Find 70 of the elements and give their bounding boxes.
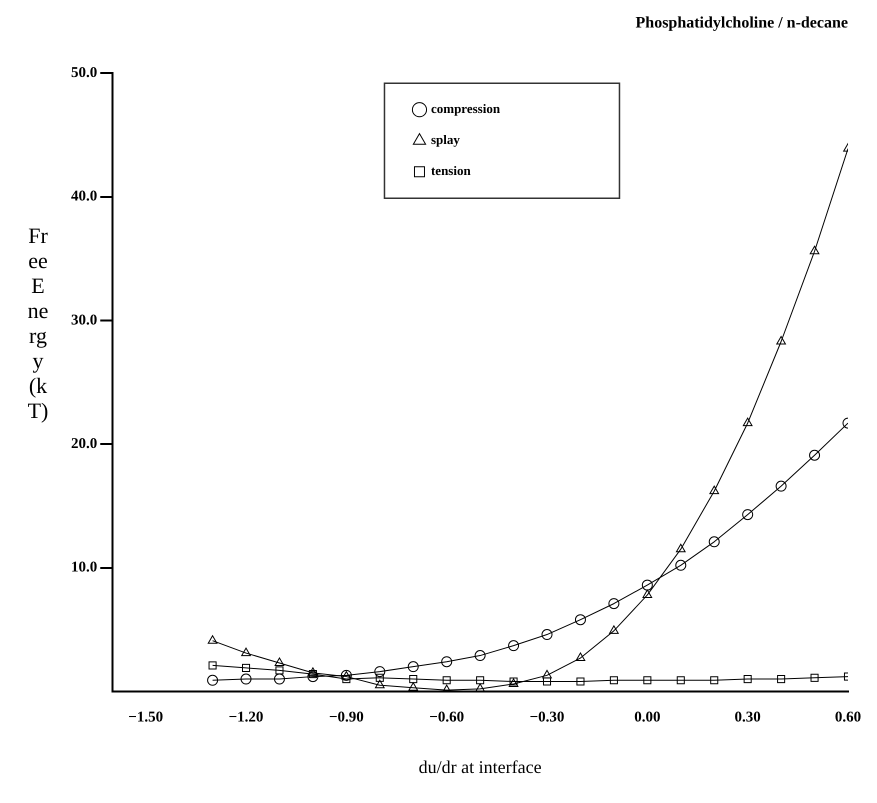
point [708, 536, 720, 548]
y-tick-label: 50.0 [71, 65, 98, 82]
point [308, 667, 318, 676]
point [776, 480, 787, 492]
point [342, 675, 350, 684]
point [409, 675, 418, 684]
point [609, 625, 619, 634]
x-tick-label: 0.00 [634, 709, 660, 726]
x-tick-label: −0.90 [328, 709, 364, 726]
point [742, 509, 754, 520]
point [676, 676, 685, 684]
y-tick-label: 40.0 [71, 188, 98, 205]
point [542, 629, 553, 640]
point [408, 661, 419, 672]
point [542, 670, 552, 678]
point [208, 635, 218, 644]
point [643, 676, 652, 684]
chart-title: Phosphatidylcholine / n-decane [636, 14, 848, 32]
legend-label: tension [430, 163, 472, 178]
point [810, 246, 820, 254]
point [241, 648, 251, 656]
point [776, 336, 786, 344]
point [274, 674, 285, 685]
point [207, 674, 218, 686]
point [676, 544, 686, 552]
point [610, 676, 618, 684]
point [274, 657, 284, 666]
y-tick-label: 20.0 [71, 436, 98, 452]
point [809, 450, 820, 461]
point [574, 614, 586, 626]
legend-label: splay [430, 132, 460, 148]
point [408, 682, 418, 691]
point [508, 640, 520, 652]
point [576, 677, 584, 686]
point [744, 675, 752, 684]
point [642, 580, 653, 591]
x-tick-label: −0.60 [429, 709, 464, 726]
point [810, 674, 819, 682]
point [442, 676, 451, 684]
x-tick-label: −1.20 [228, 709, 264, 726]
point [710, 676, 718, 684]
point [642, 589, 652, 598]
point [576, 652, 586, 662]
x-axis-title: du/dr at interface [418, 756, 542, 777]
x-tick-label: 0.60 [834, 709, 862, 726]
point [675, 560, 686, 571]
point [376, 674, 384, 682]
legend-label: compression [430, 101, 501, 116]
point [742, 418, 752, 426]
point [208, 661, 217, 670]
x-tick-label: 0.30 [734, 709, 761, 726]
point [240, 674, 252, 685]
point [608, 598, 620, 610]
point [275, 666, 284, 674]
point [441, 656, 452, 668]
point [308, 670, 317, 678]
point [777, 675, 786, 684]
point [374, 666, 386, 678]
point [709, 486, 720, 494]
y-axis-title: Free Energy (kT) [26, 223, 50, 423]
y-tick-label: 10.0 [71, 560, 98, 576]
point [476, 676, 484, 684]
x-tick-label: −1.50 [128, 709, 164, 726]
point [242, 664, 250, 672]
y-tick-label: 30.0 [71, 312, 98, 328]
point [542, 677, 552, 686]
point [474, 650, 486, 662]
x-tick-label: −0.30 [530, 709, 564, 726]
point [374, 680, 385, 688]
point [307, 671, 318, 682]
